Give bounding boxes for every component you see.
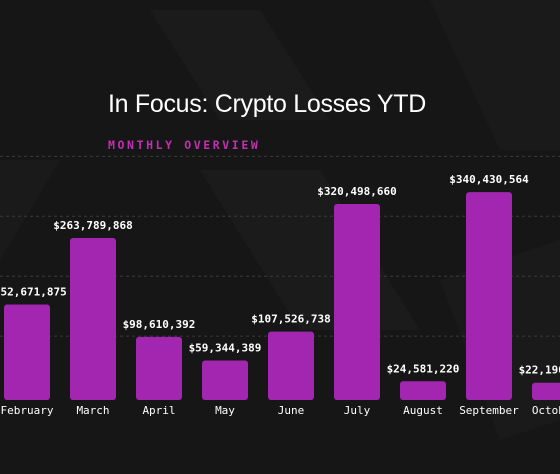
category-label-march: March (76, 404, 109, 417)
bar-march (70, 238, 116, 400)
category-label-may: May (215, 404, 235, 417)
value-label-april: $98,610,392 (123, 318, 196, 331)
value-labels: $152,671,875 $263,789,868 $98,610,392 $59,3… (0, 173, 560, 377)
value-label-october: $22,190,000 (519, 364, 560, 377)
bar-june (268, 331, 314, 400)
bar-february (4, 304, 50, 400)
category-label-october: October (532, 404, 560, 417)
category-label-april: April (142, 404, 175, 417)
bars (4, 192, 560, 400)
value-label-august: $24,581,220 (387, 362, 460, 375)
value-label-march: $263,789,868 (53, 219, 132, 232)
chart-title: In Focus: Crypto Losses YTD (108, 90, 426, 118)
bar-september (466, 192, 512, 400)
bar-august (400, 381, 446, 400)
value-label-june: $107,526,738 (251, 313, 330, 326)
value-label-february: $152,671,875 (0, 286, 67, 299)
value-label-september: $340,430,564 (449, 173, 529, 186)
category-label-september: September (459, 404, 519, 417)
bar-july (334, 204, 380, 400)
category-labels: February March April May June July August Septe… (1, 404, 560, 417)
value-label-may: $59,344,389 (189, 341, 262, 354)
category-label-february: February (1, 404, 54, 417)
bar-april (136, 336, 182, 400)
bar-october (532, 382, 560, 400)
chart-subtitle: MONTHLY OVERVIEW (108, 138, 261, 152)
value-label-july: $320,498,660 (317, 185, 396, 198)
category-label-august: August (403, 404, 443, 417)
category-label-july: July (344, 404, 371, 417)
bar-may (202, 360, 248, 400)
category-label-june: June (278, 404, 305, 417)
